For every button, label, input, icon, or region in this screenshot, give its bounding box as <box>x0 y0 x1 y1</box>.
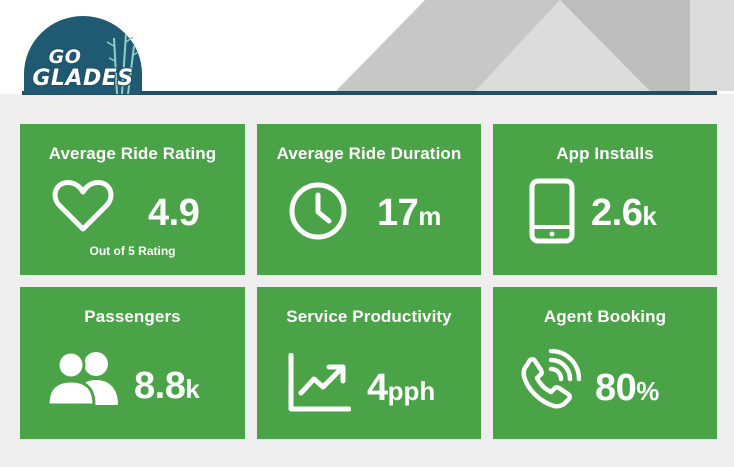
smartphone-icon <box>529 178 575 244</box>
metric-card-ride-duration: Average Ride Duration 17m <box>257 124 481 275</box>
card-title: Service Productivity <box>286 307 452 326</box>
card-value: 4.9 <box>148 192 200 234</box>
trending-up-icon <box>288 353 351 412</box>
card-value: 8.8k <box>134 365 200 407</box>
go-glades-logo: GO GLADES <box>22 16 144 94</box>
card-title: Average Ride Duration <box>276 144 462 163</box>
card-value: 4pph <box>367 367 436 409</box>
card-subtitle: Out of 5 Rating <box>89 244 176 258</box>
card-value: 17m <box>377 192 442 234</box>
metric-card-agent-booking: Agent Booking 80% <box>493 287 717 439</box>
heart-icon <box>52 180 114 232</box>
card-value: 80% <box>595 367 660 409</box>
users-icon <box>46 350 118 407</box>
metric-card-ride-rating: Average Ride Rating 4.9 Out of 5 Rating <box>20 124 245 275</box>
card-title: App Installs <box>556 144 654 163</box>
card-title: Average Ride Rating <box>48 144 217 163</box>
phone-ringing-icon <box>521 349 581 409</box>
card-value: 2.6k <box>591 192 657 234</box>
logo-text-glades: GLADES <box>32 66 134 91</box>
metric-card-service-productivity: Service Productivity 4pph <box>257 287 481 439</box>
logo-emblem <box>24 16 142 94</box>
logo-text-go: GO <box>48 46 82 68</box>
clock-icon <box>289 182 347 240</box>
header-rule <box>22 91 717 95</box>
metric-card-app-installs: App Installs 2.6k <box>493 124 717 275</box>
card-title: Passengers <box>84 307 181 326</box>
card-title: Agent Booking <box>543 307 667 326</box>
metric-card-passengers: Passengers 8.8k <box>20 287 245 439</box>
